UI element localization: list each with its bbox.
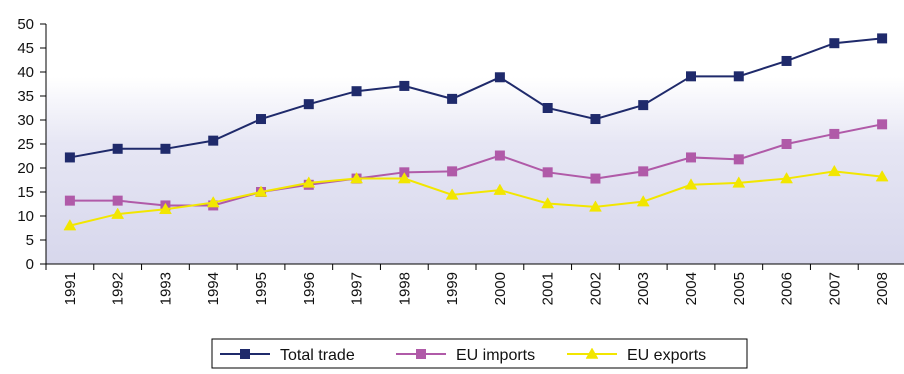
- data-point: [542, 103, 553, 113]
- data-point: [541, 197, 555, 209]
- x-tick-label: 1999: [444, 272, 461, 305]
- data-point: [494, 72, 505, 83]
- data-point: [111, 207, 125, 219]
- data-point: [447, 166, 458, 177]
- x-tick-label: 2001: [540, 272, 557, 305]
- data-point: [350, 172, 363, 184]
- legend-item: EU imports: [396, 347, 535, 364]
- data-point: [827, 164, 841, 177]
- series-line: [69, 170, 883, 227]
- data-point: [112, 143, 123, 154]
- data-point: [206, 196, 220, 208]
- x-tick-label: 2003: [635, 272, 652, 305]
- data-point: [781, 55, 792, 66]
- data-point: [254, 185, 268, 197]
- data-point: [494, 150, 505, 161]
- data-point: [829, 128, 840, 139]
- data-point: [781, 139, 792, 149]
- data-point: [351, 86, 362, 97]
- series-eu-exports: [63, 164, 889, 231]
- data-point: [447, 93, 458, 104]
- data-point: [686, 152, 696, 163]
- data-point: [302, 176, 316, 188]
- data-point: [63, 219, 77, 231]
- y-tick-label: 15: [17, 184, 34, 201]
- y-tick-label: 0: [26, 256, 34, 273]
- data-point: [686, 71, 696, 82]
- y-tick-label: 10: [17, 208, 34, 225]
- x-tick-label: 1991: [62, 272, 79, 305]
- data-point: [303, 99, 314, 110]
- data-point: [829, 38, 840, 49]
- data-point: [64, 195, 75, 206]
- data-point: [638, 166, 649, 177]
- data-point: [590, 114, 601, 125]
- data-point: [208, 135, 219, 146]
- y-tick-label: 30: [17, 112, 34, 129]
- x-tick-label: 1996: [301, 272, 318, 305]
- y-tick-label: 5: [26, 232, 34, 249]
- y-tick-label: 45: [17, 40, 34, 57]
- y-tick-label: 25: [17, 136, 34, 153]
- legend-item: Total trade: [220, 347, 355, 364]
- y-tick-label: 35: [17, 88, 34, 105]
- data-point: [159, 202, 172, 215]
- legend-marker: [240, 349, 250, 359]
- series-line: [69, 123, 883, 207]
- data-point: [445, 188, 459, 200]
- legend-label: Total trade: [280, 347, 355, 364]
- data-point: [112, 195, 123, 206]
- x-tick-label: 2008: [874, 272, 891, 305]
- data-point: [732, 176, 746, 188]
- y-tick-label: 40: [17, 64, 34, 81]
- data-point: [875, 170, 889, 182]
- data-point: [684, 178, 698, 190]
- data-point: [64, 152, 75, 163]
- axes: 0 5 10 15 20 25 30 35 40 45 50 1991 1992 1993 1994 1995…: [17, 16, 904, 305]
- legend-box: [211, 338, 748, 369]
- series-layer: [63, 33, 889, 231]
- data-point: [877, 33, 888, 44]
- data-point: [397, 172, 411, 184]
- data-point: [638, 100, 649, 111]
- x-tick-label: 1993: [157, 272, 174, 305]
- data-point: [636, 195, 650, 207]
- legend-item: EU exports: [567, 347, 706, 364]
- data-point: [160, 143, 171, 154]
- x-tick-label: 2005: [731, 272, 748, 305]
- legend-marker: [585, 347, 599, 359]
- data-point: [256, 114, 266, 125]
- x-tick-label: 2007: [826, 272, 843, 305]
- x-tick-label: 2000: [492, 272, 509, 305]
- y-tick-label: 20: [17, 160, 34, 177]
- x-tick-label: 2002: [587, 272, 604, 305]
- x-tick-label: 1995: [253, 272, 270, 305]
- x-tick-label: 2004: [683, 272, 700, 305]
- x-tick-label: 1997: [349, 272, 366, 305]
- data-point: [733, 154, 744, 165]
- data-point: [589, 200, 602, 212]
- x-tick-label: 2006: [779, 272, 796, 305]
- data-point: [780, 172, 793, 184]
- plot-background: [46, 24, 904, 264]
- data-point: [399, 80, 410, 91]
- data-point: [542, 167, 553, 178]
- legend-marker: [416, 349, 426, 359]
- x-tick-label: 1992: [110, 272, 127, 305]
- series-total-trade: [64, 33, 888, 163]
- legend-label: EU exports: [627, 347, 706, 364]
- data-point: [590, 173, 601, 184]
- legend: Total trade EU imports EU exports: [211, 338, 748, 369]
- legend-label: EU imports: [456, 347, 535, 364]
- data-point: [877, 119, 888, 130]
- series-line: [69, 37, 883, 159]
- y-tick-label: 50: [17, 16, 34, 33]
- data-point: [733, 71, 744, 82]
- x-tick-label: 1994: [205, 272, 222, 305]
- data-point: [493, 183, 507, 195]
- x-tick-label: 1998: [396, 272, 413, 305]
